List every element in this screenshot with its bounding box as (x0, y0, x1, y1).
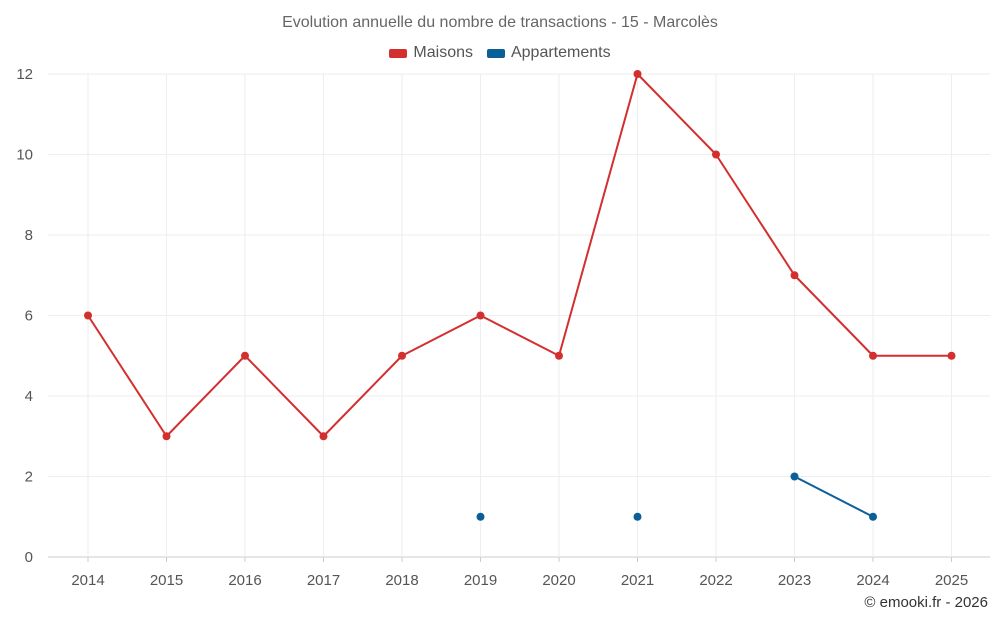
data-point-maisons[interactable] (476, 311, 485, 320)
data-point-appartements[interactable] (633, 512, 642, 521)
x-tick-label: 2025 (935, 572, 968, 589)
x-tick-label: 2016 (228, 572, 261, 589)
data-point-maisons[interactable] (319, 432, 328, 441)
data-point-maisons[interactable] (633, 70, 642, 78)
legend-item-appartements[interactable]: Appartements (486, 44, 611, 62)
x-tick-label: 2020 (542, 572, 575, 589)
legend: Maisons Appartements (0, 44, 1000, 62)
x-tick-label: 2024 (856, 572, 889, 589)
credit-text: © emooki.fr - 2026 (864, 594, 988, 611)
data-point-maisons[interactable] (84, 311, 92, 320)
y-tick-label: 8 (25, 227, 33, 244)
data-point-appartements[interactable] (790, 472, 799, 481)
x-tick-label: 2022 (699, 572, 732, 589)
y-tick-label: 4 (25, 388, 33, 405)
data-point-appartements[interactable] (476, 512, 485, 521)
data-point-appartements[interactable] (869, 512, 877, 521)
series-line-appartements (794, 475, 874, 518)
data-point-maisons[interactable] (241, 351, 249, 360)
x-tick-label: 2014 (71, 572, 104, 589)
y-tick-label: 0 (25, 549, 33, 566)
y-tick-label: 2 (25, 469, 33, 486)
x-tick-label: 2019 (464, 572, 497, 589)
y-tick-label: 10 (16, 147, 33, 164)
x-tick-label: 2015 (150, 572, 183, 589)
chart-title: Evolution annuelle du nombre de transact… (282, 14, 718, 31)
legend-label-appartements: Appartements (510, 44, 611, 61)
data-point-maisons[interactable] (790, 271, 799, 280)
legend-label-maisons: Maisons (413, 44, 473, 61)
legend-item-maisons[interactable]: Maisons (389, 44, 473, 62)
legend-swatch-appartements (486, 48, 505, 58)
y-tick-label: 6 (25, 308, 33, 325)
legend-swatch-maisons (389, 48, 408, 58)
y-tick-label: 12 (16, 66, 33, 83)
x-tick-label: 2023 (778, 572, 811, 589)
x-tick-label: 2018 (385, 572, 418, 589)
data-point-maisons[interactable] (947, 351, 956, 360)
data-point-maisons[interactable] (712, 150, 720, 159)
x-tick-label: 2017 (307, 572, 340, 589)
data-point-maisons[interactable] (869, 351, 877, 360)
data-point-maisons[interactable] (162, 432, 171, 441)
data-point-maisons[interactable] (398, 351, 406, 360)
x-tick-label: 2021 (621, 572, 654, 589)
series-line-maisons (87, 73, 952, 438)
data-point-maisons[interactable] (555, 351, 563, 360)
